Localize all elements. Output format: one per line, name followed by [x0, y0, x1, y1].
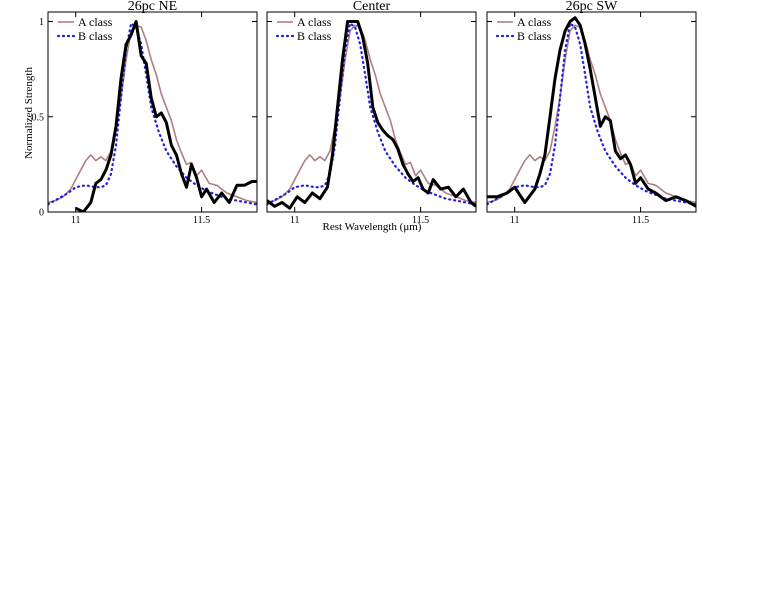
y-tick-label: 1: [39, 17, 44, 28]
x-tick-label: 11.5: [632, 215, 649, 226]
series-line-b_class: [267, 22, 476, 206]
legend-label-a_class: A class: [297, 15, 332, 29]
chart-title: 26pc SW: [566, 0, 619, 14]
y-tick-label: 0: [39, 208, 44, 219]
chart-title: Center: [353, 0, 391, 14]
series-group: [48, 20, 257, 212]
x-tick-label: 11.5: [412, 215, 429, 226]
plot-frame: [47, 11, 258, 213]
x-tick-label: 11: [510, 215, 520, 226]
series-group: [487, 16, 696, 208]
legend-label-a_class: A class: [78, 15, 113, 29]
series-line-a_class: [267, 24, 476, 204]
x-tick-label: 11: [290, 215, 300, 226]
chart-title: 26pc NE: [128, 0, 177, 14]
x-axis-label: Rest Wavelength (μm): [323, 221, 422, 233]
x-tick-label: 11.5: [193, 215, 210, 226]
x-tick-label: 11: [71, 215, 81, 226]
legend-label-b_class: B class: [78, 29, 113, 43]
legend-label-b_class: B class: [297, 29, 332, 43]
series-group: [267, 20, 476, 210]
series-line-b_class: [48, 22, 257, 206]
plot-frame: [486, 11, 697, 213]
series-line-a_class: [487, 24, 696, 204]
series-line-observed: [75, 20, 257, 212]
series-line-observed: [487, 16, 696, 208]
legend-label-a_class: A class: [517, 15, 552, 29]
series-line-a_class: [48, 24, 257, 204]
y-tick-label: 0.5: [32, 112, 45, 123]
plot-frame: [266, 11, 477, 213]
series-line-b_class: [487, 22, 696, 206]
y-axis-label: Normalized Strength: [23, 67, 35, 159]
legend-label-b_class: B class: [517, 29, 552, 43]
series-line-observed: [267, 20, 476, 210]
